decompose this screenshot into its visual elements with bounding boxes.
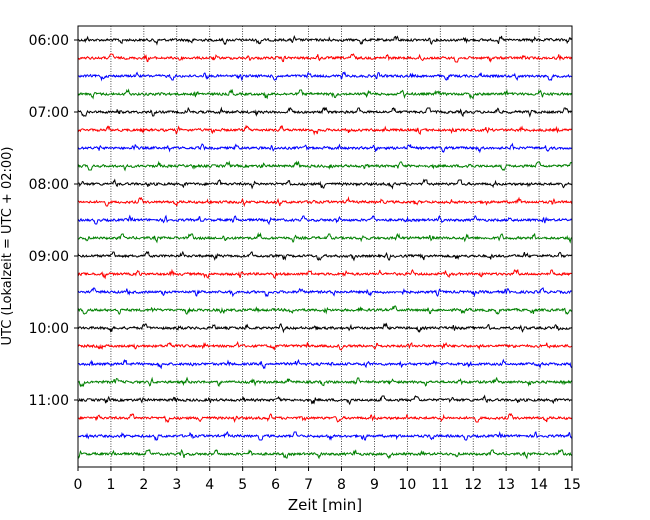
y-axis-label: UTC (Lokalzeit = UTC + 02:00) [0, 147, 15, 346]
trace-13 [77, 250, 573, 262]
x-tick-label: 10 [398, 477, 416, 493]
y-axis: 06:00 07:00 08:00 09:00 10:00 11:00 [29, 33, 78, 409]
trace-10 [77, 196, 573, 208]
x-tick-label: 2 [139, 477, 148, 493]
x-tick-label: 12 [464, 477, 482, 493]
plot-frame [77, 25, 573, 468]
trace-1 [77, 34, 573, 46]
x-axis-label: Zeit [min] [288, 496, 362, 514]
x-axis: 0 1 2 3 4 5 6 7 8 9 10 11 12 13 14 15 [74, 467, 581, 493]
trace-20 [77, 376, 573, 388]
trace-14 [77, 268, 573, 280]
x-tick-label: 4 [205, 477, 214, 493]
trace-2 [77, 53, 573, 63]
vertical-grid [110, 26, 540, 467]
trace-12 [77, 232, 573, 244]
trace-8 [77, 160, 573, 172]
y-tick-label: 08:00 [29, 177, 69, 193]
trace-17 [77, 322, 573, 334]
trace-22 [77, 412, 573, 424]
x-tick-label: 15 [563, 477, 581, 493]
y-tick-label: 11:00 [29, 393, 69, 409]
trace-4 [77, 88, 573, 100]
x-tick-label: 0 [74, 477, 83, 493]
trace-9 [77, 178, 573, 190]
trace-24 [77, 448, 573, 460]
trace-6 [77, 124, 573, 136]
x-tick-label: 3 [172, 477, 181, 493]
trace-19 [77, 358, 573, 370]
x-tick-label: 8 [337, 477, 346, 493]
x-tick-label: 14 [530, 477, 548, 493]
trace-18 [77, 340, 573, 351]
y-tick-label: 07:00 [29, 105, 69, 121]
trace-layer [77, 34, 573, 460]
trace-3 [77, 71, 573, 82]
trace-23 [77, 430, 573, 442]
x-tick-label: 9 [370, 477, 379, 493]
trace-7 [77, 142, 573, 154]
x-tick-label: 13 [497, 477, 515, 493]
x-tick-label: 6 [271, 477, 280, 493]
trace-21 [77, 394, 573, 406]
trace-5 [77, 106, 573, 118]
x-tick-label: 5 [238, 477, 247, 493]
x-tick-label: 1 [106, 477, 115, 493]
y-tick-label: 10:00 [29, 321, 69, 337]
trace-11 [77, 214, 573, 226]
trace-15 [77, 287, 573, 298]
trace-16 [77, 305, 573, 316]
x-tick-label: 11 [431, 477, 449, 493]
y-tick-label: 06:00 [29, 33, 69, 49]
y-tick-label: 09:00 [29, 249, 69, 265]
x-tick-label: 7 [304, 477, 313, 493]
